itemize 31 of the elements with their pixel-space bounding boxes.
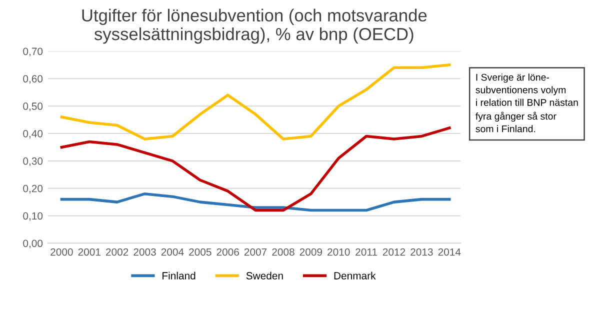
line-series	[60, 192, 451, 212]
x-tick-label: 2002	[106, 248, 128, 256]
x-tick-label: 2000	[50, 248, 73, 256]
y-tick-label: 0,40	[23, 130, 43, 139]
legend-label: Denmark	[334, 272, 376, 280]
x-tick-label: 2008	[272, 248, 294, 256]
chart-title: Utgifter för lönesubvention (och motsvarande sysselsättningsbidrag), % av bnp (OECD)	[82, 8, 427, 44]
y-tick-label: 0,20	[23, 184, 43, 194]
text: I Sverige är löne- subventionens volym i relation till BNP nästan fyra gånger så stor som i Finland.	[476, 74, 578, 132]
x-tick-label: 2012	[382, 248, 406, 256]
y-tick-label: 0,30	[23, 157, 43, 166]
x-tick-label: 2014	[438, 248, 461, 256]
y-tick-label: 0,00	[23, 240, 43, 248]
line-series	[60, 126, 451, 212]
y-tick-label: 0,70	[23, 48, 43, 56]
x-tick-label: 2005	[189, 248, 212, 256]
x-tick-label: 2009	[300, 248, 322, 256]
line-series	[60, 64, 451, 140]
y-tick-label: 0,10	[23, 212, 43, 221]
x-tick-label: 2004	[161, 248, 184, 256]
x-tick-label: 2013	[410, 248, 433, 256]
legend-label: Finland	[162, 272, 196, 280]
legend-label: Sweden	[246, 272, 283, 280]
x-tick-label: 2006	[216, 248, 239, 256]
y-tick-label: 0,50	[23, 102, 43, 112]
x-tick-label: 2001	[78, 248, 100, 256]
y-tick-label: 0,60	[23, 75, 43, 84]
x-tick-label: 2007	[244, 248, 267, 256]
x-tick-label: 2003	[134, 248, 156, 256]
x-tick-label: 2010	[328, 248, 350, 256]
x-tick-label: 2011	[356, 248, 377, 256]
